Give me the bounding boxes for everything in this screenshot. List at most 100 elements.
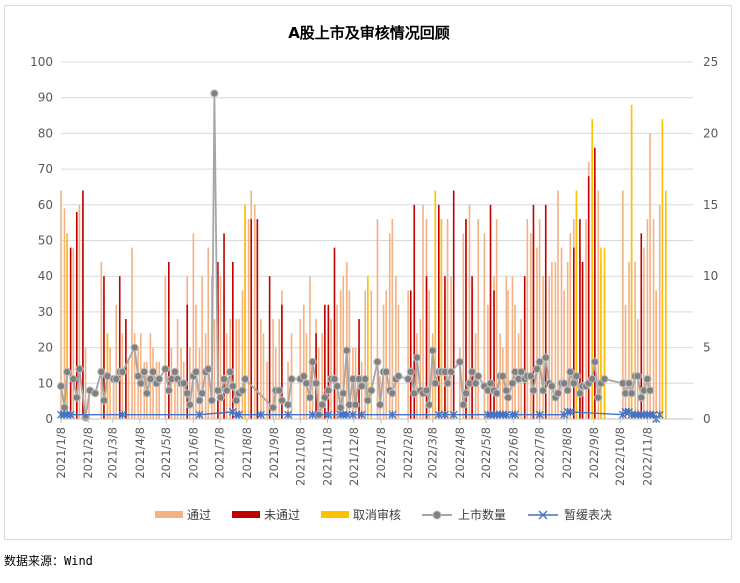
pass-bar bbox=[299, 319, 302, 419]
x-tick-label: 2022/9/8 bbox=[587, 427, 601, 479]
fail-bar bbox=[315, 333, 317, 419]
x-tick-label: 2021/7/8 bbox=[213, 427, 227, 479]
listing-point bbox=[455, 357, 464, 366]
pass-bar bbox=[468, 204, 471, 419]
pass-bar bbox=[419, 319, 422, 419]
fail-bar bbox=[69, 247, 72, 419]
listing-point bbox=[367, 386, 376, 395]
fail-bar bbox=[82, 190, 84, 419]
pass-bar bbox=[548, 276, 551, 419]
legend-label: 取消审核 bbox=[353, 507, 401, 522]
pass-bar bbox=[585, 219, 587, 419]
listing-point bbox=[287, 374, 296, 384]
y-left-tick-label: 30 bbox=[38, 305, 53, 319]
listing-point bbox=[240, 374, 250, 384]
suspend-point bbox=[324, 410, 333, 419]
listing-point bbox=[643, 374, 652, 384]
pass-bar bbox=[100, 261, 103, 419]
listing-point bbox=[406, 367, 415, 376]
x-tick-label: 2022/3/8 bbox=[426, 427, 440, 479]
legend: 通过 未通过 取消审核 上市数量 暂缓表决 bbox=[155, 507, 612, 522]
listing-point bbox=[404, 374, 413, 384]
pass-bar bbox=[459, 347, 461, 419]
y-right-tick-label: 5 bbox=[703, 341, 711, 355]
pass-bar bbox=[189, 347, 191, 419]
listing-point bbox=[361, 374, 370, 384]
y-right-tick-label: 10 bbox=[703, 269, 718, 283]
pass-bar bbox=[634, 261, 636, 419]
listing-point bbox=[502, 386, 511, 395]
legend-item-suspend: 暂缓表决 bbox=[528, 508, 612, 522]
listing-point bbox=[517, 367, 526, 376]
listing-point bbox=[302, 379, 311, 388]
listing-point bbox=[204, 364, 213, 374]
listing-point bbox=[553, 389, 563, 398]
listing-point bbox=[161, 364, 170, 374]
listing-point bbox=[140, 367, 149, 376]
fail-bar bbox=[523, 276, 526, 419]
pass-bar bbox=[109, 347, 111, 419]
legend-item-fail: 未通过 bbox=[232, 508, 300, 522]
y-right-tick-label: 15 bbox=[703, 198, 718, 212]
listing-point bbox=[112, 374, 121, 384]
fail-bar bbox=[409, 290, 412, 419]
listing-point bbox=[69, 374, 78, 384]
listing-point bbox=[336, 403, 345, 412]
fail-bar bbox=[256, 219, 259, 419]
x-tick-label: 2022/4/8 bbox=[453, 427, 467, 479]
cancel-bar bbox=[244, 204, 246, 419]
pass-bar bbox=[342, 276, 345, 419]
pass-bar bbox=[431, 333, 434, 419]
x-tick-label: 2021/3/8 bbox=[106, 427, 120, 479]
listing-point bbox=[339, 389, 348, 398]
pass-bar bbox=[487, 304, 489, 419]
pass-bar bbox=[376, 219, 379, 419]
pass-bar bbox=[649, 133, 651, 419]
pass-bar bbox=[88, 386, 90, 419]
listing-point bbox=[191, 367, 201, 376]
suspend-point bbox=[440, 410, 449, 419]
x-tick-label: 2021/5/8 bbox=[159, 427, 173, 479]
listing-point bbox=[498, 372, 507, 381]
cancel-bar bbox=[366, 276, 369, 419]
pass-bar bbox=[192, 233, 195, 419]
pass-bar bbox=[624, 304, 627, 419]
pass-bar bbox=[127, 358, 130, 419]
pass-bar bbox=[628, 261, 630, 419]
listing-point bbox=[560, 379, 569, 388]
listing-point bbox=[56, 382, 66, 391]
fail-bar bbox=[327, 304, 330, 419]
fail-bar bbox=[324, 304, 326, 419]
cancel-bar bbox=[603, 247, 606, 419]
listing-point bbox=[216, 393, 225, 402]
listing-point bbox=[600, 374, 609, 384]
source-note: 数据来源：Wind bbox=[4, 554, 93, 568]
x-tick-label: 2021/4/8 bbox=[133, 427, 147, 479]
pass-bar bbox=[78, 204, 81, 419]
listing-point bbox=[99, 396, 109, 405]
listing-point bbox=[75, 364, 84, 374]
pass-bar bbox=[428, 290, 430, 419]
pass-bar bbox=[388, 233, 391, 419]
pass-bar bbox=[207, 247, 210, 419]
listing-point bbox=[275, 386, 284, 395]
fail-bar bbox=[75, 211, 78, 419]
x-tick-label: 2022/1/8 bbox=[374, 427, 388, 479]
listing-point bbox=[471, 379, 480, 388]
listing-point bbox=[468, 367, 477, 376]
fail-bar bbox=[489, 204, 492, 419]
listing-point bbox=[547, 382, 556, 391]
pass-bar bbox=[219, 276, 222, 419]
chart-frame: A股上市及审核情况回顾 0 10 20 30 40 50 60 70 80 90 100 0 5 10 15… bbox=[4, 5, 732, 540]
listing-point bbox=[357, 382, 366, 391]
pass-bar bbox=[164, 276, 167, 419]
suspend-point bbox=[342, 410, 351, 419]
legend-label: 通过 bbox=[187, 508, 211, 522]
listing-point bbox=[633, 372, 642, 381]
fail-bar bbox=[168, 261, 170, 419]
legend-marker bbox=[538, 510, 548, 520]
x-tick-label: 2022/11/8 bbox=[640, 427, 654, 486]
pass-bar bbox=[115, 304, 118, 419]
pass-bar bbox=[501, 347, 504, 419]
pass-bar bbox=[354, 347, 357, 419]
